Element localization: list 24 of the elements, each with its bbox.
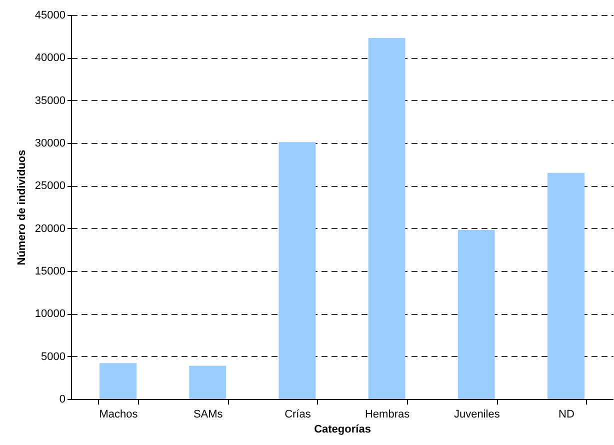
y-tick-label: 10000	[34, 308, 66, 320]
x-tick-label: Juveniles	[454, 408, 500, 420]
y-tick-label: 45000	[34, 10, 66, 22]
x-axis-title: Categorías	[314, 424, 371, 436]
y-tick-label: 20000	[34, 222, 66, 235]
x-tick-label: ND	[558, 408, 574, 420]
bar	[547, 172, 584, 399]
bar	[368, 38, 406, 399]
bar	[278, 142, 316, 399]
y-tick-label: 35000	[34, 94, 66, 107]
y-tick-label: 30000	[34, 138, 66, 150]
bar	[458, 230, 495, 399]
x-tick-label: Machos	[99, 408, 138, 420]
y-tick-label: 15000	[34, 266, 66, 278]
y-tick-label: 5000	[41, 350, 66, 363]
x-tick-label: SAMs	[193, 408, 224, 420]
x-tick-label: Hembras	[364, 408, 410, 420]
bar	[189, 366, 226, 399]
y-axis-title: Número de individuos	[16, 150, 28, 266]
bar	[100, 363, 137, 399]
y-tick-label: 25000	[34, 180, 66, 192]
x-tick-label: Crías	[284, 408, 312, 420]
y-tick-label: 40000	[34, 52, 66, 64]
y-tick-label: 0	[59, 394, 66, 406]
